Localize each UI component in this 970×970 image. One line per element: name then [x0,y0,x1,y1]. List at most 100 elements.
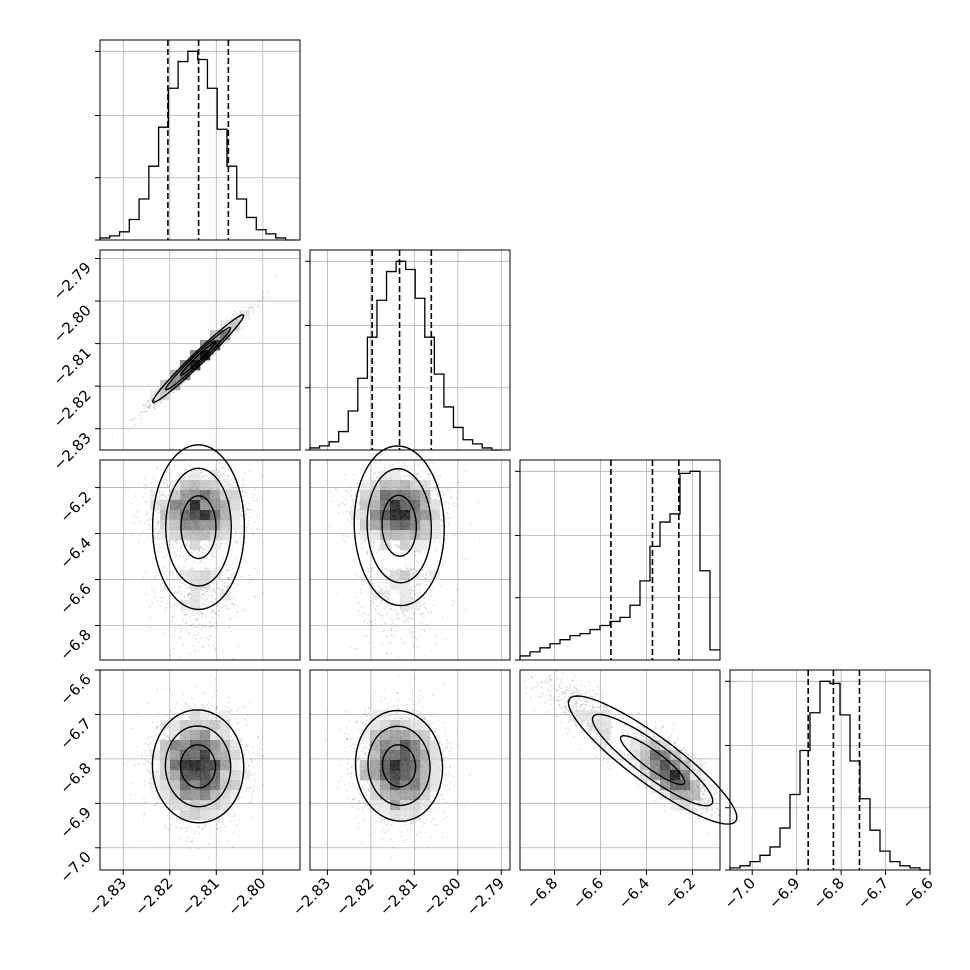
scatter-point [188,632,191,634]
scatter-point [161,582,164,585]
scatter-point [160,494,163,497]
scatter-point [255,499,258,502]
scatter-point [257,570,259,573]
scatter-point [178,623,181,626]
scatter-point [233,310,235,312]
scatter-point [207,594,210,597]
scatter-point [131,533,134,535]
scatter-point [211,616,214,619]
scatter-point [214,612,217,615]
scatter-point [207,476,210,479]
scatter-point [228,618,231,620]
scatter-point [244,472,247,474]
scatter-point [150,519,153,521]
scatter-point [212,644,215,647]
panel-border [99,39,301,241]
scatter-point [215,622,218,624]
scatter-point [164,474,167,477]
scatter-point [199,623,201,626]
scatter-point [182,643,185,646]
scatter-point [172,601,175,604]
scatter-point [235,487,237,489]
scatter-point [240,525,243,528]
scatter-point [252,306,255,308]
hist-2 [515,459,721,661]
scatter-point [184,475,186,478]
scatter-point [162,490,165,493]
scatter-point [243,499,245,502]
scatter-point [186,629,189,632]
scatter-point [134,495,137,497]
scatter-point [227,544,229,547]
scatter-point [181,627,184,630]
scatter-point [166,485,169,488]
scatter-point [169,602,172,605]
scatter-point [155,402,158,405]
scatter-point [157,520,160,523]
panel-background [310,250,510,450]
scatter-point [204,548,207,551]
scatter-point [172,614,175,616]
scatter-point [252,311,254,314]
scatter-point [198,614,201,617]
scatter-point [177,474,180,477]
scatter-point [145,484,148,487]
scatter-point [219,467,222,469]
scatter-point [158,545,161,548]
scatter-point [178,593,181,595]
scatter-point [167,494,170,497]
scatter-point [201,549,204,551]
scatter-point [214,647,217,650]
scatter-point [248,470,251,472]
scatter-point [228,625,230,627]
scatter-point [162,587,164,590]
scatter-point [163,566,166,568]
scatter-point [140,519,143,522]
scatter-point [226,474,229,477]
scatter-point [247,598,250,600]
scatter-point [213,567,216,570]
panel-border [729,669,931,871]
scatter-point [198,550,201,553]
scatter-point [230,573,233,576]
scatter-point [250,527,253,530]
scatter-point [145,513,148,516]
scatter-point [262,291,264,294]
scatter-point [216,624,219,627]
scatter-point [164,405,167,407]
scatter-point [246,526,249,529]
scatter-point [197,641,200,644]
scatter-point [153,527,156,530]
scatter-point [177,472,180,474]
scatter-point [214,352,217,354]
hist-0 [95,39,301,241]
scatter-point [213,610,215,612]
scatter-point [164,478,167,481]
scatter-point [230,576,233,579]
scatter-point [182,582,185,584]
scatter-point [253,595,256,597]
scatter-point [151,588,153,591]
scatter-point [131,418,134,420]
scatter-point [207,638,210,641]
scatter-point [203,615,206,617]
scatter-point [253,521,256,523]
scatter-point [236,611,239,614]
scatter-point [249,303,252,306]
scatter-point [163,597,165,599]
scatter-point [228,626,231,629]
scatter-point [182,555,185,558]
scatter-point [201,602,204,605]
scatter-point [155,510,158,513]
scatter-point [206,597,209,600]
scatter-point [214,598,216,601]
scatter-point [204,567,206,570]
panel-background [730,670,930,870]
scatter-point [145,593,148,595]
scatter-point [203,561,206,564]
scatter-point [252,532,254,535]
hist-3 [725,669,931,871]
scatter-point [172,579,175,582]
scatter-point [173,592,176,595]
scatter-point [213,591,216,594]
